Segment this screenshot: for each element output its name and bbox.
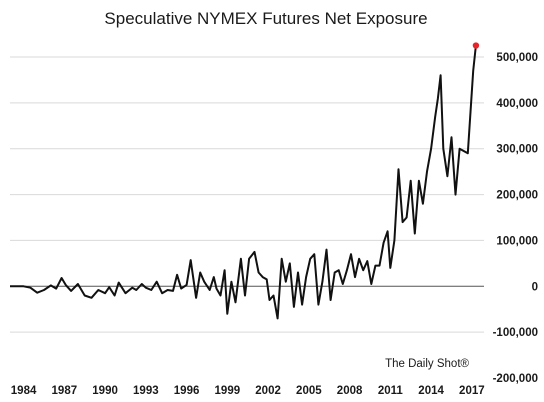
series-line (10, 45, 477, 320)
x-tick-label: 1984 (11, 385, 37, 397)
source-credit: The Daily Shot® (385, 358, 469, 370)
y-tick-label: 0 (532, 281, 538, 293)
x-tick-label: 2014 (418, 385, 444, 397)
series-group (10, 42, 480, 320)
y-tick-label: 200,000 (496, 190, 538, 202)
y-tick-label: 500,000 (496, 52, 538, 64)
latest-point-marker (472, 42, 480, 49)
y-axis-tick-labels: -200,000 -100,000 0 100,000 200,000 300,000 40… (493, 52, 538, 385)
x-tick-label: 1996 (174, 385, 200, 397)
y-tick-label: 300,000 (496, 144, 538, 156)
y-tick-label: 400,000 (496, 98, 538, 110)
y-tick-label: 100,000 (496, 235, 538, 247)
y-tick-label: -200,000 (493, 373, 538, 385)
chart-title: Speculative NYMEX Futures Net Exposure (104, 9, 427, 28)
x-tick-label: 2005 (296, 385, 322, 397)
y-tick-label: -100,000 (493, 327, 538, 339)
x-tick-label: 2008 (337, 385, 363, 397)
x-tick-label: 1993 (133, 385, 159, 397)
x-tick-label: 2011 (378, 385, 404, 397)
x-tick-label: 2002 (255, 385, 281, 397)
x-tick-label: 1990 (92, 385, 118, 397)
gridlines (10, 56, 484, 333)
x-tick-label: 1999 (215, 385, 241, 397)
x-axis-tick-labels: 1984 1987 1990 1993 1996 1999 2002 2005 2008 2011… (11, 385, 485, 397)
x-tick-label: 1987 (52, 385, 78, 397)
x-tick-label: 2017 (459, 385, 485, 397)
